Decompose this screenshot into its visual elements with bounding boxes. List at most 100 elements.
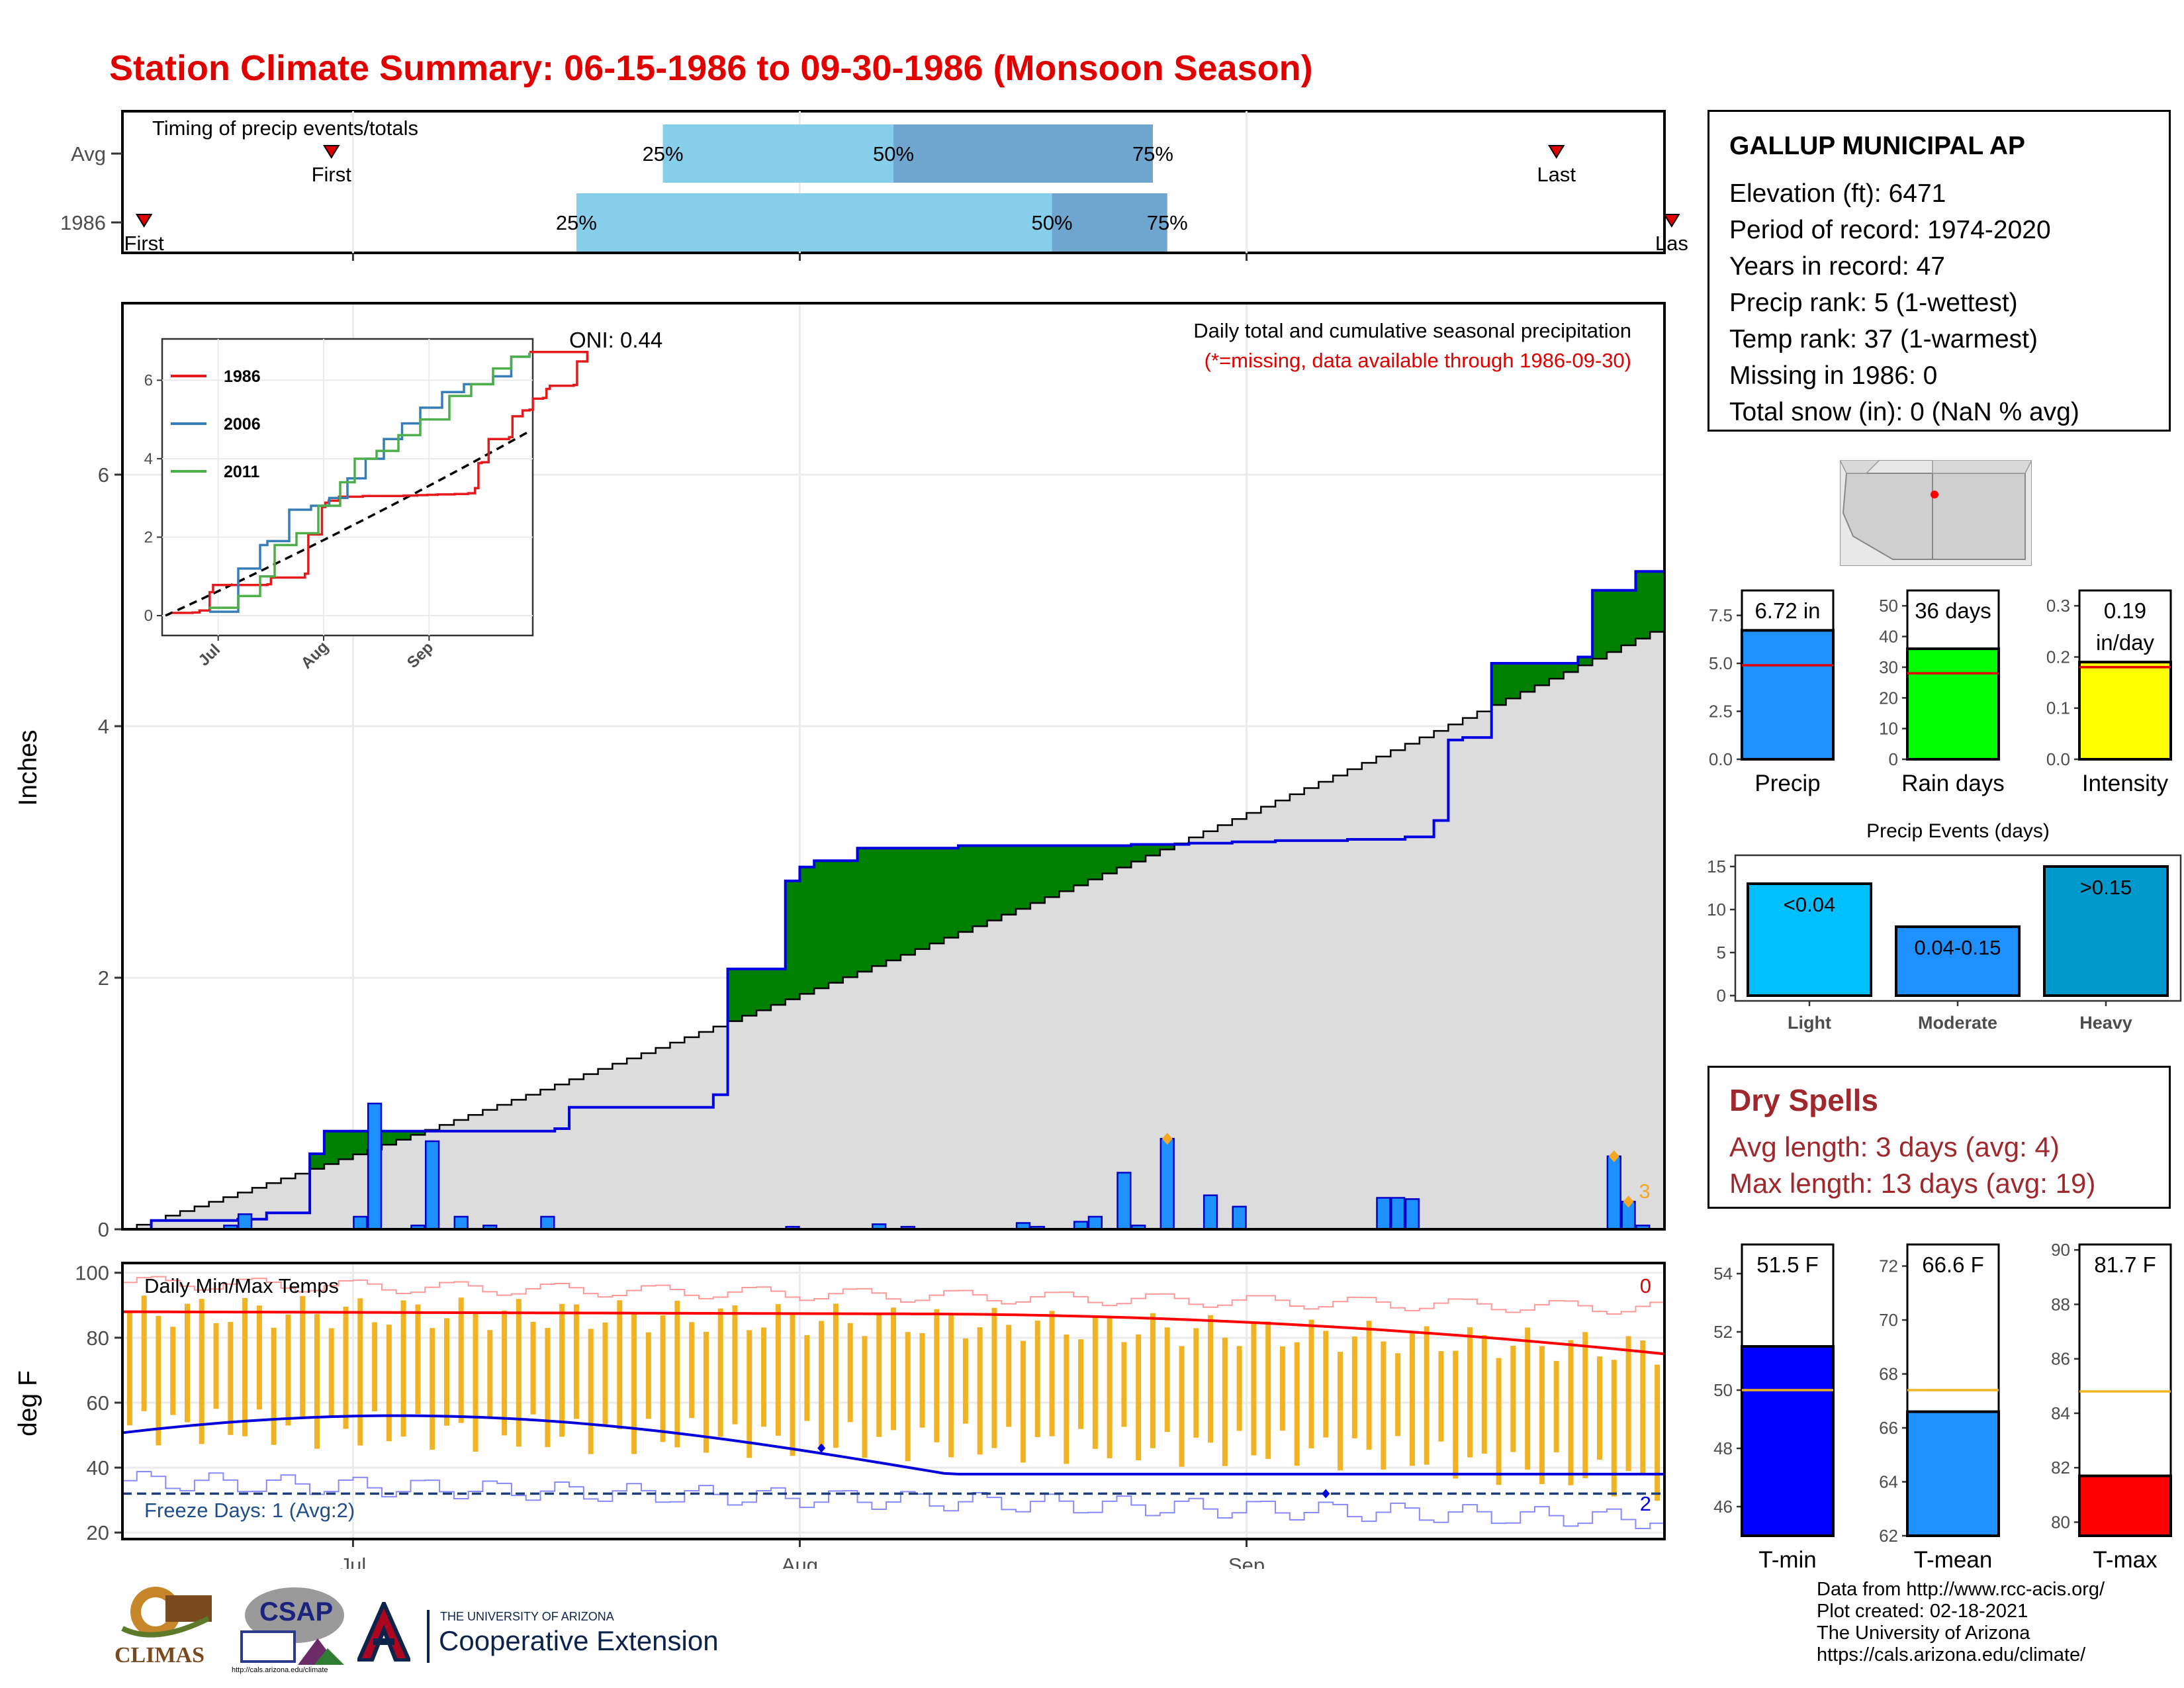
tmax-summary-value-text: 81.7 F [2094, 1252, 2156, 1277]
daily-precip-bar [1606, 1155, 1621, 1231]
tmax-summary-ytick-label: 84 [2051, 1403, 2070, 1423]
daily-temp-bar [502, 1310, 508, 1436]
extreme-count: 3 [1639, 1180, 1650, 1203]
tmin-summary-label: T-min [1758, 1547, 1817, 1573]
daily-precip-bar [367, 1102, 383, 1231]
dry-spells-box: Dry Spells Avg length: 3 days (avg: 4) M… [1707, 1066, 2171, 1209]
precip-missing-note: (*=missing, data available through 1986-… [1205, 349, 1631, 372]
inset-ytick-label: 4 [144, 450, 153, 468]
station-missing: Missing in 1986: 0 [1729, 361, 1938, 390]
csap-logo: CSAP http://cals.arizona.edu/climate [232, 1585, 351, 1678]
daily-temp-bar [1338, 1352, 1343, 1471]
raindays-summary-value-text: 36 days [1915, 598, 1991, 623]
timing-pct-label: 25% [643, 142, 684, 165]
ua-big-text: Cooperative Extension [439, 1625, 719, 1656]
daily-temp-bar [1366, 1321, 1372, 1450]
tmax-summary-label: T-max [2093, 1547, 2158, 1573]
tmean-summary-value-text: 66.6 F [1922, 1252, 1984, 1277]
daily-temp-bar [1481, 1335, 1487, 1454]
timing-label: Timing of precip events/totals [152, 117, 418, 140]
station-years: Years in record: 47 [1729, 252, 1945, 281]
credit-data-source: Data from http://www.rcc-acis.org/ [1817, 1579, 2105, 1600]
daily-temp-bar [1222, 1337, 1228, 1466]
record-low-line [122, 1471, 1664, 1529]
daily-temp-bar [300, 1295, 306, 1417]
record-high-line [122, 1276, 1664, 1315]
daily-temp-bar [977, 1327, 983, 1455]
daily-temp-bar [184, 1303, 190, 1423]
ua-small-text: THE UNIVERSITY OF ARIZONA [440, 1610, 614, 1623]
daily-temp-bar [199, 1299, 205, 1444]
daily-temp-bar [1265, 1321, 1271, 1459]
last-marker [1547, 145, 1565, 159]
tmax-summary-ytick-label: 82 [2051, 1458, 2070, 1477]
daily-temp-bar [775, 1304, 781, 1436]
raindays-summary-ytick-label: 50 [1879, 596, 1898, 616]
daily-temp-bar [1136, 1334, 1142, 1461]
daily-temp-bar [862, 1336, 868, 1458]
tmean-summary-ytick-label: 70 [1879, 1310, 1898, 1330]
daily-temp-bar [1553, 1360, 1559, 1452]
climas-logo-text: CLIMAS [114, 1643, 205, 1667]
daily-precip-bar [1087, 1215, 1103, 1231]
precip-panel: 0 2 4 6 3 Daily total and cumulative seasonal… [14, 302, 1666, 1241]
tmean-summary-ytick-label: 72 [1879, 1256, 1898, 1276]
daily-temp-bar [991, 1307, 997, 1448]
daily-temp-bar [530, 1321, 536, 1415]
avg-tmin-line [122, 1414, 1664, 1476]
credit-created: Plot created: 02-18-2021 [1817, 1601, 2028, 1622]
precip-ytick-label: 0 [98, 1218, 109, 1241]
tmean-summary-ytick-label: 68 [1879, 1364, 1898, 1384]
temp-summary-bars: 46 48 50 52 54 51.5 F T-min 62 64 66 68 70 72 66.6 F T… [1713, 1240, 2172, 1573]
daily-temp-bar [213, 1323, 219, 1409]
daily-temp-bar [1006, 1325, 1012, 1427]
intensity-summary-ytick-label: 0.0 [2046, 749, 2070, 769]
tmean-summary-ytick-label: 66 [1879, 1418, 1898, 1438]
precip-summary-label: Precip [1754, 771, 1820, 796]
daily-temp-bar [703, 1331, 709, 1453]
precip-summary-ytick-label: 0.0 [1709, 749, 1733, 769]
daily-temp-bar [228, 1322, 234, 1435]
daily-temp-bar [1236, 1346, 1242, 1431]
daily-temp-bar [1150, 1313, 1156, 1448]
daily-temp-bar [761, 1327, 767, 1427]
daily-temp-bar [473, 1313, 478, 1452]
daily-temp-bar [674, 1300, 680, 1448]
last-label: Last [1537, 163, 1576, 186]
temp-xtick-label: Aug [782, 1554, 818, 1569]
dry-spells-max: Max length: 13 days (avg: 19) [1729, 1168, 2096, 1199]
daily-temp-bar [1525, 1327, 1531, 1470]
events-bar-label: 0.04-0.15 [1915, 936, 2001, 959]
intensity-summary-ytick-label: 0.1 [2046, 698, 2070, 718]
daily-temp-bar [876, 1314, 882, 1437]
temp-ytick-label: 40 [87, 1456, 109, 1479]
daily-temp-bar [1308, 1319, 1314, 1448]
dry-spells-title: Dry Spells [1729, 1083, 1878, 1117]
events-bar-light [1747, 882, 1872, 997]
timing-q25-q50-bar [662, 124, 893, 183]
chart-title: Station Climate Summary: 06-15-1986 to 0… [109, 48, 1313, 88]
daily-temp-bar [1078, 1339, 1084, 1429]
daily-temp-bar [645, 1332, 651, 1419]
hot-days-count: 0 [1640, 1274, 1651, 1297]
events-bar-moderate [1895, 925, 2021, 997]
daily-temp-bar [1655, 1364, 1661, 1501]
precip-summary-ytick-label: 7.5 [1709, 606, 1733, 626]
daily-temp-bar [948, 1315, 954, 1458]
temp-ytick-label: 20 [87, 1521, 109, 1544]
first-marker [322, 145, 340, 159]
credits: Data from http://www.rcc-acis.org/ Plot … [1817, 1579, 2105, 1666]
daily-temp-bar [285, 1314, 291, 1426]
timing-row-label: Avg [71, 142, 106, 165]
daily-temp-bar [1179, 1346, 1185, 1467]
daily-temp-bar [747, 1330, 752, 1458]
tmean-summary-ytick-label: 62 [1879, 1526, 1898, 1546]
raindays-summary-ytick-label: 20 [1879, 688, 1898, 708]
tmin-summary-ytick-label: 54 [1713, 1264, 1733, 1284]
daily-temp-bar [516, 1299, 522, 1447]
ua-a-logo [355, 1598, 412, 1662]
events-ytick-label: 0 [1717, 986, 1726, 1006]
raindays-summary-value-bar [1906, 647, 2000, 761]
daily-temp-bar [1049, 1311, 1055, 1436]
